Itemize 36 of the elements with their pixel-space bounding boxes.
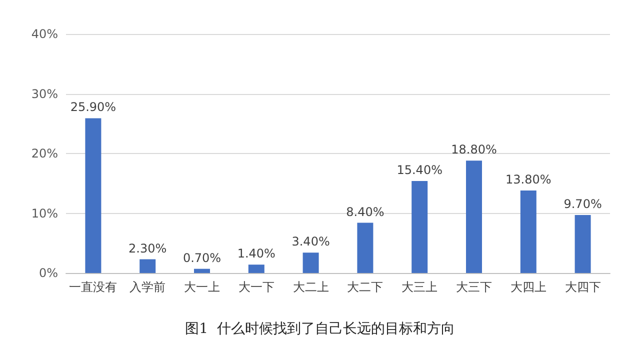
data-label: 0.70%	[182, 250, 222, 265]
x-tick-label: 大四上	[510, 280, 546, 294]
x-tick-label: 大二上	[292, 280, 329, 294]
y-tick-label: 40%	[31, 27, 58, 41]
text: 图1 什么时候找到了自己长远的目标和方向	[185, 321, 455, 337]
x-tick-label: 大四下	[564, 280, 601, 294]
x-tick-label: 一直没有	[69, 280, 118, 294]
bar	[574, 215, 591, 273]
x-tick-label: 大二下	[347, 280, 384, 294]
data-label: 25.90%	[70, 100, 116, 114]
y-tick-label: 0%	[38, 266, 58, 280]
bar	[302, 252, 319, 273]
bar	[357, 222, 374, 273]
y-tick-label: 10%	[31, 206, 58, 220]
x-tick-label: 大三上	[402, 280, 438, 294]
data-label: 9.70%	[564, 197, 602, 212]
y-tick-label: 30%	[31, 86, 58, 101]
data-label: 1.40%	[237, 246, 276, 261]
data-label: 3.40%	[292, 234, 330, 249]
data-label: 13.80%	[506, 172, 552, 187]
bar	[466, 160, 482, 273]
bar	[412, 180, 428, 273]
bar	[194, 268, 210, 273]
bar	[85, 118, 102, 273]
y-tick-label: 20%	[31, 146, 58, 160]
bar	[140, 259, 156, 273]
data-label: 15.40%	[396, 162, 442, 177]
data-label: 18.80%	[451, 142, 497, 157]
x-tick-label: 入学前	[130, 280, 166, 294]
bar	[248, 264, 264, 273]
x-tick-label: 大三下	[456, 280, 492, 294]
x-tick-label: 大一上	[184, 280, 220, 294]
data-label: 8.40%	[346, 204, 384, 219]
bar	[520, 190, 536, 273]
x-tick-label: 大一下	[238, 280, 274, 294]
data-label: 2.30%	[128, 241, 167, 256]
